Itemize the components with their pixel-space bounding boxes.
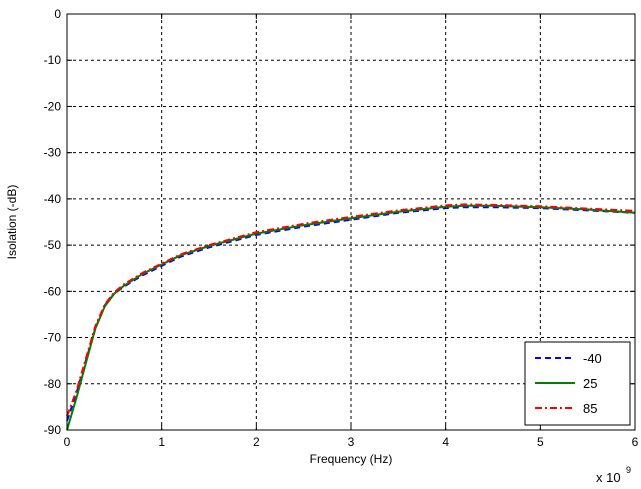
legend-label--40: -40 — [583, 351, 602, 366]
x-axis-multiplier: x 10 9 — [596, 465, 631, 486]
y-tick-label: -90 — [44, 423, 62, 437]
x-axis-label: Frequency (Hz) — [310, 452, 393, 466]
grid — [67, 14, 635, 430]
x-multiplier-exponent: 9 — [626, 465, 631, 475]
legend-label-25: 25 — [583, 376, 597, 391]
x-tick-label: 5 — [537, 435, 544, 449]
x-tick-label: 1 — [158, 435, 165, 449]
y-tick-label: -30 — [44, 146, 62, 160]
y-tick-label: -70 — [44, 331, 62, 345]
x-multiplier-base: x 10 — [596, 470, 621, 485]
legend-label-85: 85 — [583, 401, 597, 416]
y-tick-label: -50 — [44, 238, 62, 252]
y-tick-label: -20 — [44, 99, 62, 113]
x-tick-label: 6 — [632, 435, 639, 449]
series-line-85 — [66, 203, 636, 417]
y-tick-label: 0 — [54, 7, 61, 21]
y-tick-label: -10 — [44, 53, 62, 67]
x-tick-label: 4 — [442, 435, 449, 449]
y-tick-label: -80 — [44, 377, 62, 391]
y-tick-label: -40 — [44, 192, 62, 206]
y-tick-label: -60 — [44, 284, 62, 298]
x-tick-label: 2 — [253, 435, 260, 449]
y-axis-label: Isolation (-dB) — [5, 185, 19, 260]
axis-ticks: 0 1 2 3 4 5 6 -90 -80 -70 -60 -50 -40 -30 -20 -10 0 — [44, 7, 639, 449]
x-tick-label: 3 — [348, 435, 355, 449]
x-tick-label: 0 — [64, 435, 71, 449]
series-lines — [66, 203, 636, 431]
legend: -40 25 85 — [524, 341, 631, 426]
